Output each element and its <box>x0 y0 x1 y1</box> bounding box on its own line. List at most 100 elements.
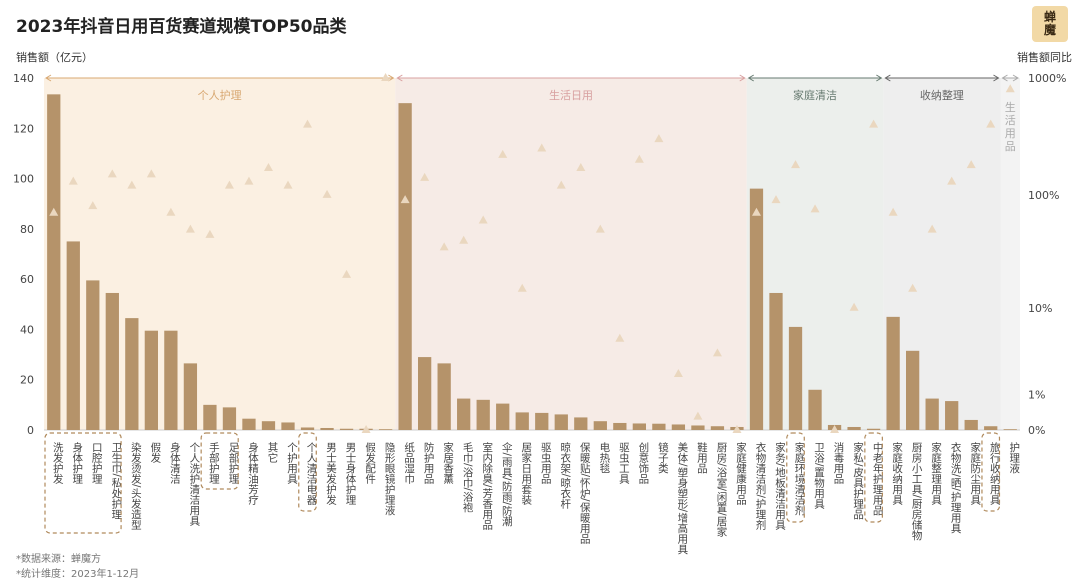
bar <box>437 363 451 430</box>
segment-arrow-right <box>1012 74 1019 82</box>
footer-source: *数据来源：蝉魔方 <box>16 550 101 565</box>
y-axis-title: 销售额（亿元） <box>16 51 93 64</box>
yoy-triangle <box>966 160 976 169</box>
category-label: 驱虫工具 <box>618 442 630 485</box>
category-label: 隐形眼镜护理液 <box>384 442 396 516</box>
bar <box>398 103 412 431</box>
segment-arrow-left <box>45 74 52 82</box>
bar <box>632 423 646 430</box>
bar <box>515 412 529 430</box>
segment-background <box>44 78 396 430</box>
yoy-triangle <box>654 134 664 143</box>
yoy-triangle <box>400 195 410 204</box>
yoy-triangle <box>771 195 781 204</box>
footer-source-text: *数据来源：蝉魔方 <box>16 554 101 565</box>
bar <box>847 426 861 430</box>
bar <box>105 292 119 430</box>
category-label: 电热毯 <box>598 441 610 473</box>
category-label: 家庭收纳用具 <box>891 441 903 506</box>
yoy-triangle <box>830 425 840 433</box>
yoy-triangle <box>498 149 508 158</box>
segment-label: 个人护理 <box>198 88 242 102</box>
segment-arrow-left <box>396 74 403 82</box>
bar <box>86 280 100 430</box>
category-label: 保暖贴/怀炉/保暖用品 <box>579 441 591 544</box>
category-label: 家私/皮具护理品 <box>852 441 864 520</box>
logo-char-2: 魔 <box>1043 23 1056 37</box>
yoy-triangle <box>810 204 820 213</box>
bar <box>378 429 393 430</box>
bar <box>144 330 158 430</box>
bar <box>808 389 822 430</box>
segment-label-char: 生 <box>1005 100 1016 114</box>
y-tick-label: 0 <box>27 424 34 437</box>
category-label: 假发配件 <box>364 441 376 485</box>
yoy-triangle <box>420 172 430 181</box>
category-label: 旅行收纳用具 <box>989 441 1001 506</box>
bar <box>769 292 783 430</box>
segment-label: 收纳整理 <box>920 88 964 102</box>
bar <box>710 426 725 430</box>
logo-char-1: 蝉 <box>1043 10 1056 24</box>
yoy-triangle <box>263 162 273 171</box>
yoy-triangle <box>244 176 254 185</box>
yoy-triangle <box>127 180 137 189</box>
category-label: 消毒用品 <box>833 441 845 485</box>
bar <box>945 401 959 430</box>
y-tick-label: 40 <box>20 323 34 336</box>
yoy-triangle <box>888 207 898 216</box>
yoy-triangle <box>166 207 176 216</box>
yoy-triangle <box>322 189 332 198</box>
bar <box>554 414 568 430</box>
yoy-triangle <box>459 235 469 244</box>
bar <box>574 417 588 430</box>
bar <box>125 318 139 430</box>
bar <box>222 407 237 430</box>
yoy-triangle <box>342 269 352 278</box>
bar <box>164 330 178 430</box>
category-label: 假发 <box>149 441 161 464</box>
category-label: 毛巾/浴巾/浴袍 <box>462 442 474 513</box>
yoy-triangle <box>732 425 742 433</box>
category-label: 卫生巾/私处护理 <box>110 442 122 519</box>
category-label: 驱虫用品 <box>540 442 552 485</box>
category-label: 防护用品 <box>423 441 435 485</box>
bar <box>66 241 80 430</box>
bar <box>671 424 686 430</box>
category-label: 衣物洗/晒/护理用具 <box>950 441 962 534</box>
y2-tick-label: 10% <box>1028 302 1052 315</box>
bar <box>925 398 939 430</box>
bar <box>261 421 276 430</box>
chart-title: 2023年抖音日用百货赛道规模TOP50品类 <box>16 17 347 37</box>
y-tick-label: 20 <box>20 374 34 387</box>
bar <box>496 403 510 430</box>
category-label: 厨房/浴室/闲置/居家 <box>715 442 727 537</box>
yoy-triangle <box>439 242 449 251</box>
highlight-box <box>981 432 1001 512</box>
bar <box>476 399 490 430</box>
yoy-triangle <box>205 229 215 238</box>
y2-axis-title: 销售额同比 <box>1017 51 1072 64</box>
category-label: 个人清洁电器 <box>306 442 318 506</box>
category-label: 身体护理 <box>71 441 83 484</box>
bar <box>300 427 315 430</box>
y-tick-label: 140 <box>13 72 34 85</box>
bar <box>984 426 998 430</box>
bar <box>613 422 627 430</box>
bar <box>652 423 666 430</box>
bar <box>203 404 217 430</box>
bar <box>418 357 432 430</box>
bar <box>242 418 256 430</box>
category-label: 洗发护发 <box>52 442 64 485</box>
yoy-triangle <box>869 119 879 128</box>
category-label: 中老年护理用品 <box>872 441 884 516</box>
segment-arrow-right <box>388 74 395 82</box>
yoy-triangle <box>361 425 371 433</box>
y2-tick-label: 1% <box>1028 389 1045 402</box>
brand-logo: 蝉 魔 <box>1032 6 1068 42</box>
yoy-triangle <box>615 333 625 342</box>
category-label: 厨房小工具/厨房储物 <box>911 442 923 541</box>
category-label: 鞋用品 <box>696 441 708 474</box>
segment-arrow-left <box>747 74 754 82</box>
